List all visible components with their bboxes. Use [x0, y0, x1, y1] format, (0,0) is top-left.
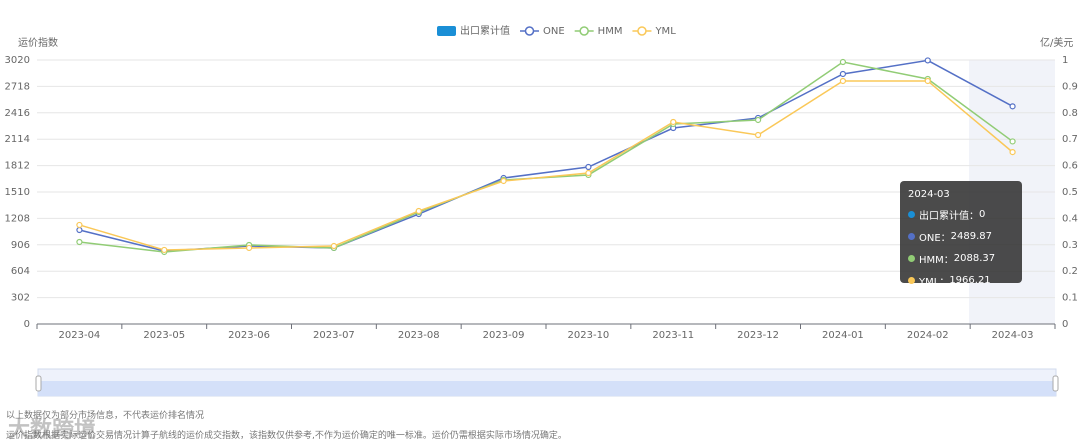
- tooltip-nm: HMM: [919, 251, 954, 266]
- tooltip-row: 出口累计值0: [908, 207, 1014, 222]
- note: 运价指数根据实际运价交易情况计算子航线的运价成交指数，该指数仅供参考,不作为运价…: [6, 431, 567, 441]
- point: [415, 207, 422, 215]
- point: [1009, 149, 1016, 156]
- x-tick-label: 2024-02: [907, 330, 949, 341]
- point: [76, 238, 83, 246]
- y-tick-label: 1812: [5, 161, 30, 172]
- y-tick-label: 302: [11, 293, 30, 304]
- tooltip-val: 2088.37: [953, 253, 996, 264]
- legend-label: YML: [654, 26, 676, 37]
- x-tick-label: 2023-08: [398, 330, 440, 341]
- tooltip-nm: YML: [919, 273, 949, 288]
- point: [585, 163, 592, 171]
- legend-item[interactable]: ONE: [520, 26, 565, 37]
- chart: 运价指数 亿/美元 0 302 604 906 1208 1510 1812 2114 2416…: [5, 24, 1078, 397]
- legend-label: HMM: [598, 26, 623, 37]
- zoom-handle[interactable]: [1052, 375, 1059, 392]
- y-tick-label: 1510: [5, 187, 30, 198]
- point: [839, 70, 847, 78]
- legend-icon: [437, 26, 456, 36]
- zoom-handle[interactable]: [35, 375, 42, 392]
- legend-label: 出口累计值: [460, 24, 510, 37]
- tooltip-dot: [908, 211, 915, 218]
- y-tick-label: 604: [11, 266, 30, 277]
- tooltip-dot: [908, 277, 915, 284]
- tooltip-row: ONE2489.87: [908, 229, 1014, 244]
- y-axis-label: 运价指数: [18, 36, 58, 49]
- y2-tick-label: 0.6: [1062, 161, 1078, 172]
- point: [924, 57, 931, 64]
- point: [1009, 103, 1016, 110]
- y2-tick-label: 0: [1062, 319, 1068, 330]
- point: [839, 77, 847, 85]
- y-tick-label: 2114: [5, 134, 30, 145]
- point: [76, 226, 83, 234]
- y-tick-label: 3020: [5, 55, 30, 66]
- y-tick-label: 906: [11, 240, 30, 251]
- legend-item[interactable]: HMM: [574, 26, 623, 37]
- legend-item[interactable]: 出口累计值: [437, 24, 510, 37]
- y2-tick-label: 1: [1062, 55, 1068, 66]
- y2-tick-label: 0.3: [1062, 240, 1078, 251]
- y-tick-label: 0: [24, 319, 30, 330]
- point: [585, 169, 592, 177]
- y2-tick-label: 0.4: [1062, 213, 1078, 224]
- y-tick-label: 2718: [5, 81, 30, 92]
- tooltip-dot: [908, 233, 915, 240]
- x-tick-label: 2023-10: [568, 330, 610, 341]
- note: 以上数据仅为部分市场信息，不代表运价排名情况: [6, 411, 205, 421]
- y2-tick-label: 0.2: [1062, 266, 1078, 277]
- tooltip-nm: ONE: [919, 229, 951, 244]
- y2-tick-label: 0.5: [1062, 187, 1078, 198]
- point: [1009, 138, 1016, 145]
- point: [76, 221, 83, 229]
- tooltip-val: 2489.87: [950, 231, 993, 242]
- y2-tick-label: 0.8: [1062, 108, 1078, 119]
- y-tick-label: 2416: [5, 108, 30, 119]
- line: [79, 59, 1013, 252]
- watermark: 大数跨境: [8, 418, 97, 443]
- point: [330, 242, 338, 250]
- tooltip-row: YML1966.21: [908, 273, 1014, 288]
- zoom-range[interactable]: [38, 381, 1056, 396]
- point: [754, 116, 762, 124]
- x-tick-label: 2023-12: [737, 330, 779, 341]
- y2-tick-label: 0.7: [1062, 134, 1078, 145]
- tooltip-dot: [908, 255, 915, 262]
- legend-label: ONE: [543, 26, 565, 37]
- x-tick-label: 2023-06: [228, 330, 270, 341]
- point: [500, 177, 507, 185]
- y-tick-label: 1208: [5, 213, 30, 224]
- point: [839, 58, 847, 66]
- tooltip-val: 1966.21: [949, 275, 991, 286]
- tooltip: 2024-03 出口累计值0 ONE2489.87 HMM2088.37 YML1966…: [900, 181, 1022, 288]
- legend-item[interactable]: YML: [632, 26, 676, 37]
- legend-icon: [524, 26, 535, 36]
- point: [245, 244, 253, 252]
- legend-icon: [579, 26, 589, 36]
- x-tick-label: 2023-04: [59, 330, 101, 341]
- x-tick-label: 2023-11: [652, 330, 694, 341]
- x-tick-label: 2024-03: [992, 330, 1034, 341]
- point: [754, 131, 762, 139]
- y2-axis-label: 亿/美元: [1040, 36, 1073, 49]
- legend-icon: [637, 26, 647, 36]
- line: [79, 61, 1014, 253]
- tooltip-row: HMM2088.37: [908, 251, 1014, 266]
- x-tick-label: 2023-09: [483, 330, 525, 341]
- tooltip-val: 0: [979, 209, 986, 220]
- tooltip-nm: 出口累计值: [919, 207, 979, 222]
- x-tick-label: 2023-05: [143, 330, 185, 341]
- x-tick-label: 2024-01: [822, 330, 864, 341]
- tooltip-title: 2024-03: [908, 189, 950, 200]
- point: [161, 246, 168, 254]
- point: [924, 77, 931, 85]
- x-tick-label: 2023-07: [313, 330, 355, 341]
- point: [670, 118, 677, 126]
- y2-tick-label: 0.9: [1062, 81, 1078, 92]
- line: [79, 80, 1014, 251]
- y2-tick-label: 0.1: [1062, 293, 1078, 304]
